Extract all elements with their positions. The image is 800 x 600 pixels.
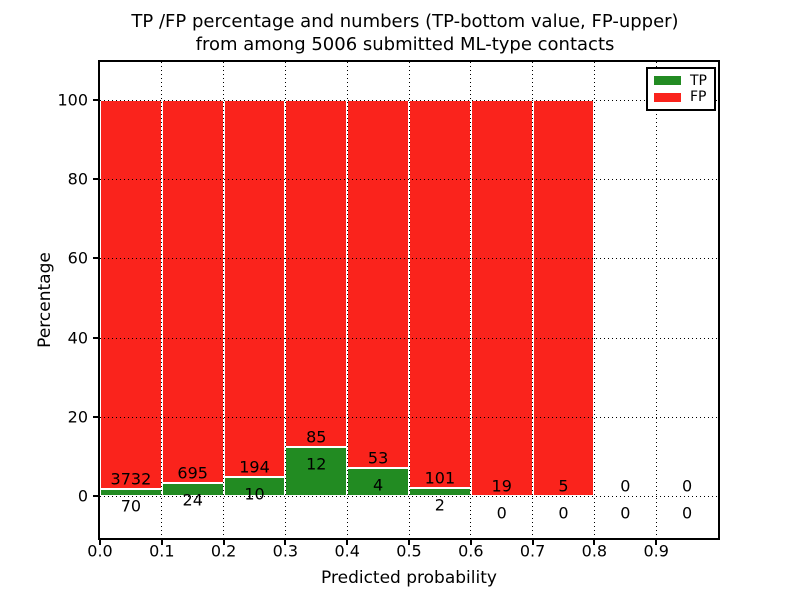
y-tick-label: 20 [67, 407, 88, 427]
fp-count-label: 3732 [110, 469, 152, 489]
x-tick-mark [408, 540, 410, 545]
fp-count-label: 0 [620, 476, 631, 496]
x-tick-mark [531, 540, 534, 545]
x-axis-label: Predicted probability [321, 568, 497, 588]
x-tick-label: 0.1 [149, 541, 175, 561]
horizontal-gridline [100, 258, 718, 260]
x-tick-mark [222, 540, 225, 545]
x-tick-mark [469, 540, 472, 545]
y-tick-mark [93, 495, 98, 497]
fp-bar-segment [470, 100, 533, 496]
horizontal-gridline [100, 337, 718, 339]
x-tick-mark [346, 540, 349, 545]
tp-count-label: 0 [496, 503, 507, 523]
tp-count-label: 2 [434, 495, 445, 515]
fp-bar-segment [223, 100, 286, 477]
legend-item-label: FP [690, 89, 707, 106]
vertical-gridline [532, 62, 534, 538]
legend-item-label: TP [690, 72, 707, 89]
plot-area: 3732 70 695 24 194 10 85 12 53 4 101 2 19 0 5 0 0 0 0 0 [98, 60, 720, 540]
y-tick-mark [93, 99, 98, 101]
x-tick-label: 0.5 [396, 541, 422, 561]
chart-title-line2: from among 5006 submitted ML-type contac… [195, 34, 615, 55]
horizontal-gridline [100, 496, 718, 497]
fp-bar-segment [161, 100, 224, 483]
fp-count-label: 0 [682, 476, 693, 496]
x-tick-label: 0.8 [581, 541, 608, 561]
x-tick-mark [160, 540, 163, 545]
x-tick-label: 0.9 [643, 541, 669, 561]
tp-bar-segment [347, 468, 409, 496]
tp-bar-segment [100, 488, 162, 496]
fp-count-label: 101 [424, 468, 456, 488]
tp-count-label: 70 [120, 496, 142, 516]
fp-bar-segment [532, 100, 595, 496]
vertical-gridline [346, 62, 348, 538]
fp-legend-swatch [654, 92, 681, 102]
horizontal-gridline [100, 100, 718, 101]
legend: TP FP [646, 67, 716, 111]
x-tick-label: 0.6 [458, 541, 484, 561]
tp-count-label: 0 [558, 503, 569, 523]
x-tick-label: 0.4 [334, 541, 360, 561]
x-tick-label: 0.0 [87, 541, 113, 561]
fp-count-label: 695 [177, 463, 208, 483]
fp-bar-segment [409, 100, 471, 489]
y-tick-label: 80 [67, 169, 88, 189]
y-tick-label: 100 [57, 90, 88, 110]
fp-count-label: 85 [306, 427, 327, 447]
vertical-gridline [470, 62, 472, 538]
vertical-gridline [408, 62, 410, 538]
fp-count-label: 5 [558, 476, 569, 496]
fp-bar-segment [347, 100, 409, 469]
tp-count-label: 12 [306, 454, 327, 474]
horizontal-gridline [100, 179, 718, 181]
tp-legend-swatch [654, 76, 681, 86]
x-tick-mark [99, 540, 101, 545]
chart-title-line1: TP /FP percentage and numbers (TP-bottom… [131, 11, 679, 32]
fp-bar-segment [100, 100, 162, 489]
tp-count-label: 0 [620, 503, 631, 523]
y-tick-mark [93, 178, 98, 181]
fp-count-label: 194 [239, 457, 270, 477]
vertical-gridline [223, 62, 225, 538]
tp-count-label: 10 [244, 484, 265, 504]
y-tick-label: 60 [67, 248, 88, 268]
x-tick-label: 0.3 [272, 541, 299, 561]
fp-bar-segment [285, 100, 348, 447]
tp-count-label: 0 [682, 503, 693, 523]
x-tick-mark [284, 540, 287, 545]
x-tick-label: 0.7 [519, 541, 546, 561]
x-tick-mark [593, 540, 596, 545]
tp-count-label: 4 [373, 475, 384, 495]
y-tick-mark [93, 257, 98, 260]
x-tick-label: 0.2 [210, 541, 237, 561]
fp-count-label: 53 [367, 448, 389, 468]
vertical-gridline [161, 62, 163, 538]
y-tick-label: 0 [77, 486, 88, 506]
x-tick-mark [655, 540, 658, 545]
vertical-gridline [593, 62, 595, 538]
y-tick-label: 40 [67, 328, 88, 348]
horizontal-gridline [100, 416, 718, 418]
y-tick-mark [93, 415, 98, 418]
fp-count-label: 19 [491, 476, 512, 496]
y-tick-mark [93, 336, 98, 339]
legend-item: FP [654, 90, 714, 104]
vertical-gridline [655, 62, 657, 538]
legend-item: TP [654, 74, 714, 88]
vertical-gridline [284, 62, 286, 538]
tp-count-label: 24 [182, 490, 203, 510]
